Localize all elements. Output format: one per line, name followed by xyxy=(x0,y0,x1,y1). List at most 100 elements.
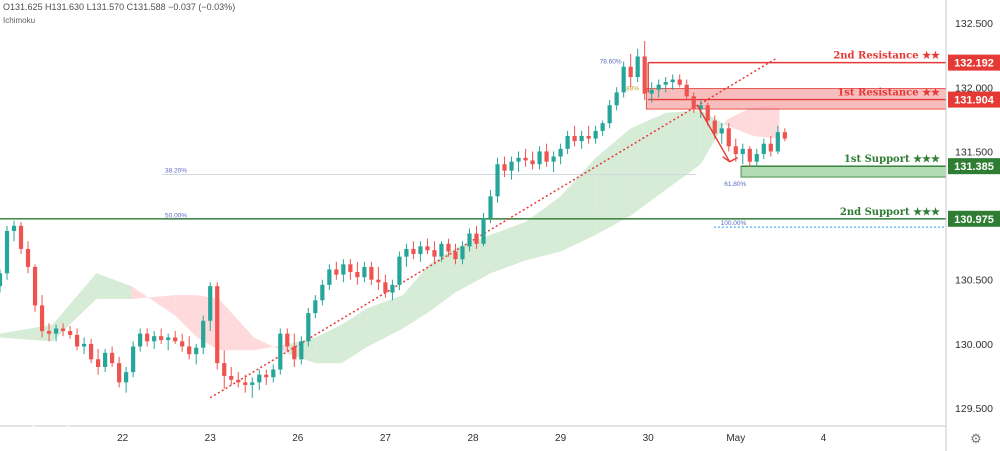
candle-body xyxy=(544,151,549,162)
candle xyxy=(53,324,59,342)
candle-body xyxy=(369,266,374,280)
candle-body xyxy=(488,196,493,219)
ichimoku-cloud-segment xyxy=(429,247,456,312)
candle-body xyxy=(775,132,780,152)
candle-body xyxy=(145,333,150,342)
candle-body xyxy=(229,375,234,380)
candle-body xyxy=(768,143,773,152)
candle-body xyxy=(334,269,339,275)
candle-body xyxy=(607,105,612,124)
candle-body xyxy=(495,164,500,197)
candle xyxy=(11,220,17,242)
candle xyxy=(579,130,584,149)
candle-body xyxy=(411,248,416,255)
candle xyxy=(243,374,248,393)
candle-body xyxy=(236,379,241,383)
candle-body xyxy=(88,343,94,360)
candle-body xyxy=(397,256,402,285)
candle-body xyxy=(404,248,409,257)
candle xyxy=(523,148,528,167)
candle xyxy=(628,53,633,88)
candle xyxy=(236,372,241,388)
candle xyxy=(152,331,157,350)
candle xyxy=(404,243,409,267)
candle xyxy=(222,350,227,389)
candle xyxy=(18,221,24,255)
candle-body xyxy=(684,84,689,97)
candle xyxy=(117,356,122,388)
ichimoku-cloud-segment xyxy=(753,105,780,139)
candle xyxy=(88,338,94,364)
candle-body xyxy=(166,337,171,341)
candle xyxy=(194,343,199,365)
candle-body xyxy=(299,341,304,360)
fib-label: 100.00% xyxy=(721,220,747,227)
candle xyxy=(446,238,451,257)
candle-body xyxy=(782,132,787,139)
candle-body xyxy=(201,320,206,348)
indicator-label[interactable]: Ichimoku xyxy=(3,16,36,25)
ichimoku-cloud-segment xyxy=(367,295,403,347)
fib-label: 61.80% xyxy=(724,181,746,188)
candle-body xyxy=(642,56,647,94)
candle-body xyxy=(46,331,52,334)
candle xyxy=(509,156,514,180)
candle-body xyxy=(11,225,17,231)
candle xyxy=(229,366,234,385)
candle xyxy=(124,366,129,393)
candle-body xyxy=(628,66,633,77)
price-badge-label: 131.904 xyxy=(954,95,995,107)
brand-tagline: Instant Forex Trading xyxy=(31,440,93,447)
candle xyxy=(453,243,458,265)
level-label: 1st Resistance ★★ xyxy=(837,88,940,99)
candle xyxy=(754,148,759,167)
brand-name: instaforex xyxy=(31,424,100,441)
candle xyxy=(565,130,570,154)
candle xyxy=(60,323,66,337)
candle-body xyxy=(243,382,248,385)
candle-body xyxy=(649,89,654,94)
x-tick-label: May xyxy=(726,433,745,444)
candle-body xyxy=(96,359,101,367)
ichimoku-cloud-segment xyxy=(595,128,631,235)
candle-body xyxy=(502,164,507,171)
candle-body xyxy=(719,128,724,134)
price-badge xyxy=(948,158,1000,175)
candle xyxy=(481,213,486,247)
candle xyxy=(684,79,689,101)
candle xyxy=(558,143,563,165)
fib-label: 78.60% xyxy=(600,58,622,65)
candle xyxy=(166,333,171,351)
price-badge-label: 132.192 xyxy=(954,58,994,70)
y-tick-label: 131.500 xyxy=(955,146,993,158)
candle xyxy=(327,264,332,290)
candle-body xyxy=(32,266,38,306)
level-label: 1st Support ★★★ xyxy=(844,154,940,165)
candle-body xyxy=(110,352,115,364)
candle-body xyxy=(215,286,220,364)
candle-body xyxy=(635,56,640,77)
candle-body xyxy=(614,92,619,106)
candle xyxy=(747,146,752,167)
candle-body xyxy=(327,269,332,285)
candle-body xyxy=(138,333,143,347)
candle-body xyxy=(271,369,276,378)
candle-body xyxy=(124,372,129,383)
ichimoku-cloud-segment xyxy=(630,112,666,216)
y-tick-label: 132.500 xyxy=(955,18,993,30)
candle xyxy=(439,241,444,262)
candle xyxy=(187,336,192,360)
candle-body xyxy=(306,313,311,342)
candle-body xyxy=(600,123,605,131)
candle xyxy=(271,364,276,383)
candle xyxy=(635,48,640,83)
x-tick-label: 28 xyxy=(467,433,479,444)
candle xyxy=(726,123,731,152)
candle xyxy=(670,74,675,90)
candle xyxy=(691,92,696,113)
settings-gear-icon[interactable]: ⚙ xyxy=(970,431,982,446)
candle xyxy=(733,138,738,162)
candle-body xyxy=(390,284,395,293)
candle-body xyxy=(565,136,570,149)
